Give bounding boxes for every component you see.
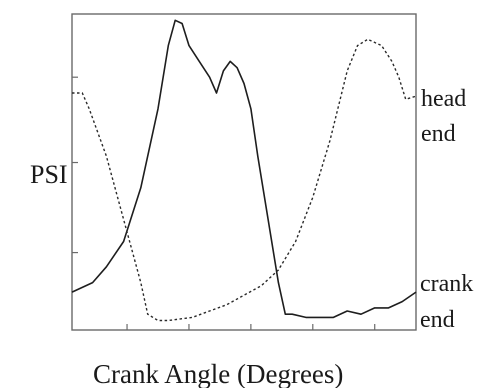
series-line-crank-end (71, 19, 417, 319)
series-line-head-end (72, 38, 417, 322)
legend-crank-end-line2: end (420, 307, 455, 333)
legend-head-end-line2: end (421, 121, 456, 147)
axes-layer (71, 13, 417, 331)
plot-frame (71, 13, 417, 331)
label-layer: PSI Crank Angle (Degrees) head end crank… (30, 86, 473, 388)
legend-crank-end-line1: crank (420, 271, 473, 297)
series-layer (71, 19, 417, 322)
legend-head-end-line1: head (421, 86, 466, 112)
x-axis-label: Crank Angle (Degrees) (93, 359, 343, 388)
y-axis-label: PSI (30, 160, 68, 189)
